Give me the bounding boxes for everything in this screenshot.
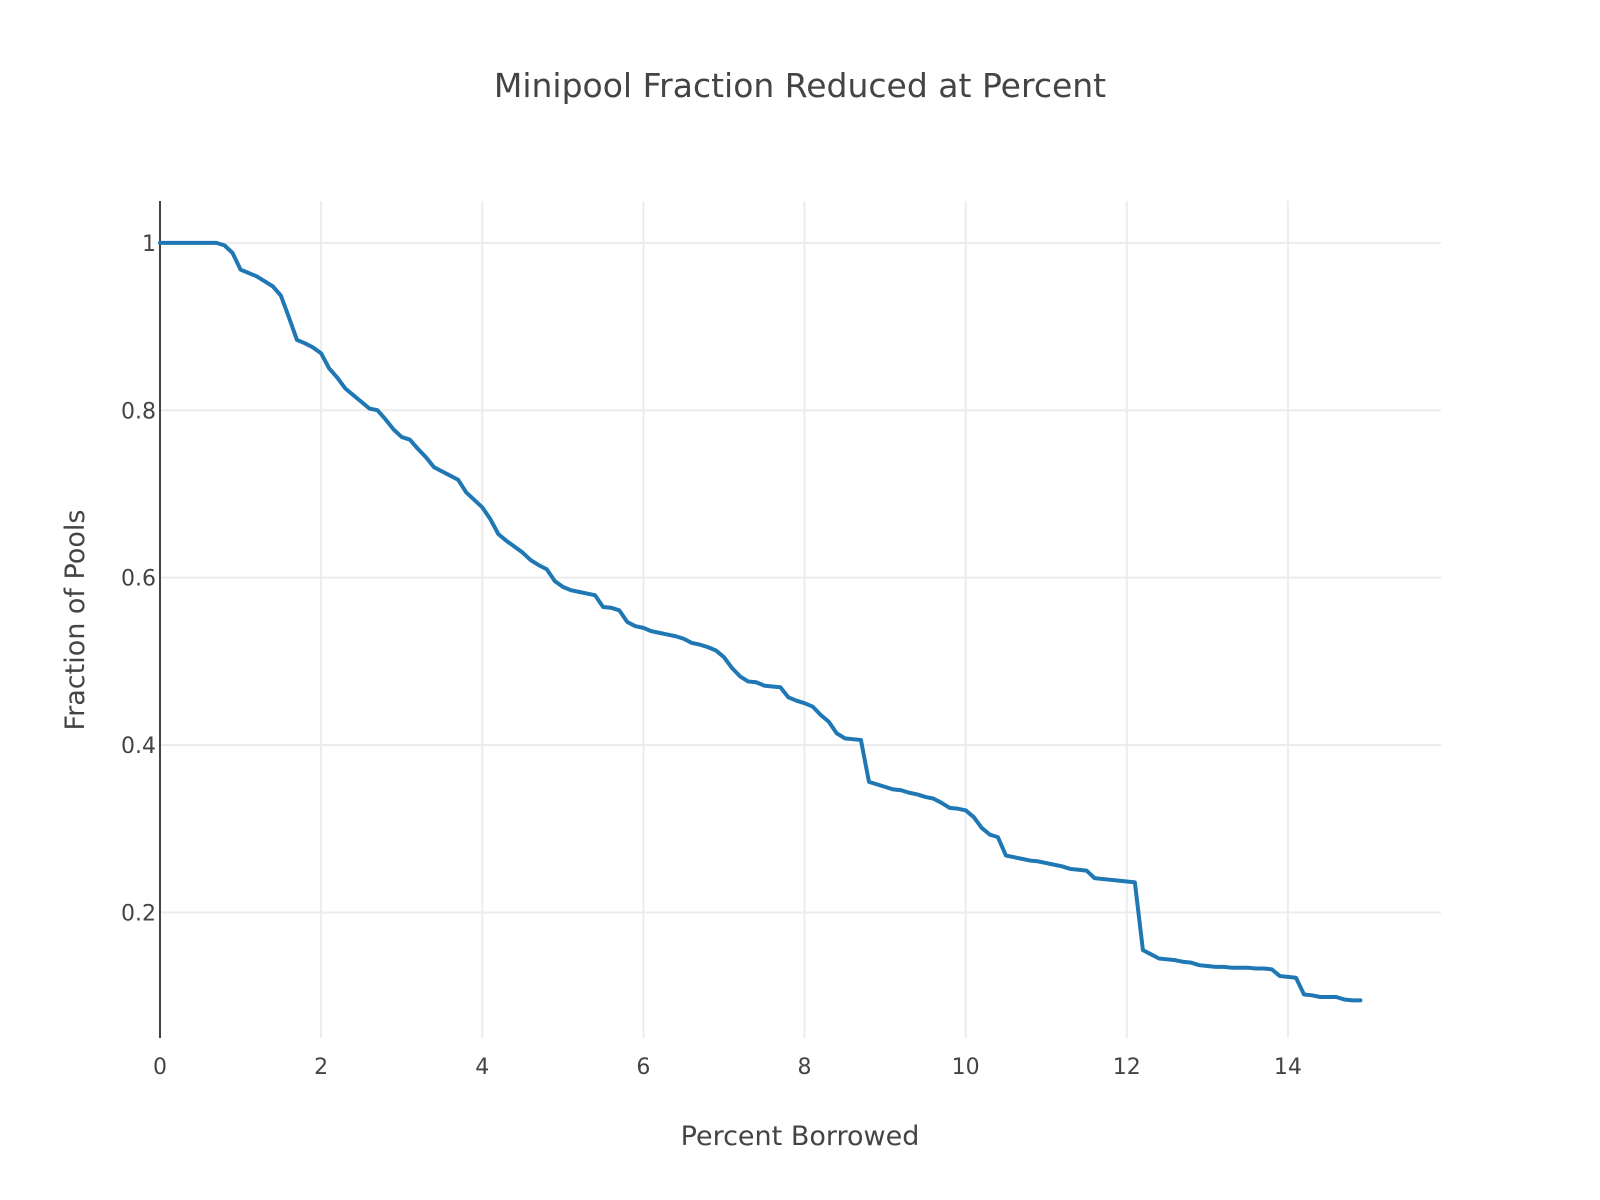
series-layer [158,240,1363,1003]
grid [160,201,1441,1038]
x-axis-title: Percent Borrowed [681,1121,920,1152]
x-tick-label: 4 [475,1055,489,1080]
tick-labels: 0 2 4 6 8 10 12 14 0.2 0.4 0.6 0.8 1 [121,232,1302,1080]
chart-title: Minipool Fraction Reduced at Percent [494,66,1106,105]
y-tick-label: 0.2 [121,901,156,926]
y-tick-label: 0.4 [121,734,156,759]
x-tick-label: 0 [153,1055,167,1080]
x-tick-label: 2 [314,1055,328,1080]
x-tick-label: 12 [1113,1055,1141,1080]
y-tick-label: 1 [142,232,156,257]
x-tick-label: 6 [636,1055,650,1080]
y-tick-label: 0.8 [121,399,156,424]
x-tick-label: 14 [1274,1055,1302,1080]
y-axis-title: Fraction of Pools [60,510,91,731]
x-tick-label: 10 [952,1055,980,1080]
series-line [158,240,1363,1003]
x-tick-label: 8 [798,1055,812,1080]
y-tick-label: 0.6 [121,567,156,592]
